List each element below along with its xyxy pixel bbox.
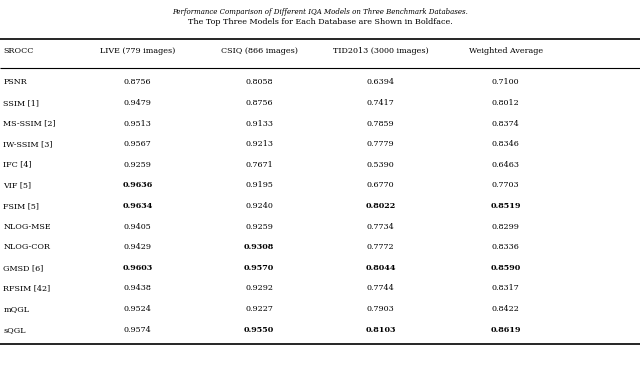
- Text: FSIM [5]: FSIM [5]: [3, 202, 39, 210]
- Text: 0.8022: 0.8022: [365, 202, 396, 210]
- Text: NLOG-MSE: NLOG-MSE: [3, 223, 51, 231]
- Text: 0.9227: 0.9227: [245, 305, 273, 313]
- Text: 0.7417: 0.7417: [367, 99, 395, 107]
- Text: Performance Comparison of Different IQA Models on Three Benchmark Databases.: Performance Comparison of Different IQA …: [172, 8, 468, 16]
- Text: 0.8044: 0.8044: [365, 264, 396, 272]
- Text: 0.9259: 0.9259: [245, 223, 273, 231]
- Text: 0.8336: 0.8336: [492, 243, 520, 251]
- Text: 0.8317: 0.8317: [492, 284, 520, 293]
- Text: 0.9570: 0.9570: [244, 264, 275, 272]
- Text: 0.9438: 0.9438: [124, 284, 152, 293]
- Text: 0.5390: 0.5390: [367, 161, 395, 169]
- Text: 0.6394: 0.6394: [367, 78, 395, 86]
- Text: NLOG-COR: NLOG-COR: [3, 243, 50, 251]
- Text: 0.9479: 0.9479: [124, 99, 152, 107]
- Text: TID2013 (3000 images): TID2013 (3000 images): [333, 47, 429, 54]
- Text: 0.8756: 0.8756: [245, 99, 273, 107]
- Text: 0.9292: 0.9292: [245, 284, 273, 293]
- Text: 0.7734: 0.7734: [367, 223, 395, 231]
- Text: Weighted Average: Weighted Average: [468, 47, 543, 54]
- Text: 0.9308: 0.9308: [244, 243, 275, 251]
- Text: 0.8103: 0.8103: [365, 326, 396, 334]
- Text: 0.9634: 0.9634: [122, 202, 153, 210]
- Text: 0.9574: 0.9574: [124, 326, 152, 334]
- Text: 0.8619: 0.8619: [490, 326, 521, 334]
- Text: VIF [5]: VIF [5]: [3, 181, 31, 189]
- Text: IW-SSIM [3]: IW-SSIM [3]: [3, 140, 52, 148]
- Text: 0.9195: 0.9195: [245, 181, 273, 189]
- Text: 0.9429: 0.9429: [124, 243, 152, 251]
- Text: 0.8422: 0.8422: [492, 305, 520, 313]
- Text: 0.9213: 0.9213: [245, 140, 273, 148]
- Text: IFC [4]: IFC [4]: [3, 161, 32, 169]
- Text: 0.9603: 0.9603: [122, 264, 153, 272]
- Text: 0.8590: 0.8590: [490, 264, 521, 272]
- Text: 0.8374: 0.8374: [492, 119, 520, 128]
- Text: CSIQ (866 images): CSIQ (866 images): [221, 47, 298, 54]
- Text: 0.9636: 0.9636: [122, 181, 153, 189]
- Text: 0.9405: 0.9405: [124, 223, 152, 231]
- Text: 0.8058: 0.8058: [246, 78, 273, 86]
- Text: 0.9567: 0.9567: [124, 140, 152, 148]
- Text: 0.8346: 0.8346: [492, 140, 520, 148]
- Text: LIVE (779 images): LIVE (779 images): [100, 47, 175, 54]
- Text: 0.9259: 0.9259: [124, 161, 152, 169]
- Text: 0.7703: 0.7703: [492, 181, 520, 189]
- Text: 0.9133: 0.9133: [245, 119, 273, 128]
- Text: SROCC: SROCC: [3, 47, 33, 54]
- Text: 0.6463: 0.6463: [492, 161, 520, 169]
- Text: sQGL: sQGL: [3, 326, 26, 334]
- Text: RFSIM [42]: RFSIM [42]: [3, 284, 51, 293]
- Text: 0.9240: 0.9240: [245, 202, 273, 210]
- Text: The Top Three Models for Each Database are Shown in Boldface.: The Top Three Models for Each Database a…: [188, 18, 452, 26]
- Text: 0.7100: 0.7100: [492, 78, 520, 86]
- Text: 0.8756: 0.8756: [124, 78, 152, 86]
- Text: 0.7772: 0.7772: [367, 243, 395, 251]
- Text: 0.7859: 0.7859: [367, 119, 395, 128]
- Text: PSNR: PSNR: [3, 78, 27, 86]
- Text: 0.8012: 0.8012: [492, 99, 520, 107]
- Text: 0.7903: 0.7903: [367, 305, 395, 313]
- Text: 0.7671: 0.7671: [245, 161, 273, 169]
- Text: 0.8519: 0.8519: [490, 202, 521, 210]
- Text: mQGL: mQGL: [3, 305, 29, 313]
- Text: MS-SSIM [2]: MS-SSIM [2]: [3, 119, 56, 128]
- Text: 0.9550: 0.9550: [244, 326, 275, 334]
- Text: 0.9524: 0.9524: [124, 305, 152, 313]
- Text: SSIM [1]: SSIM [1]: [3, 99, 39, 107]
- Text: 0.6770: 0.6770: [367, 181, 395, 189]
- Text: 0.8299: 0.8299: [492, 223, 520, 231]
- Text: GMSD [6]: GMSD [6]: [3, 264, 44, 272]
- Text: 0.7779: 0.7779: [367, 140, 395, 148]
- Text: 0.9513: 0.9513: [124, 119, 152, 128]
- Text: 0.7744: 0.7744: [367, 284, 395, 293]
